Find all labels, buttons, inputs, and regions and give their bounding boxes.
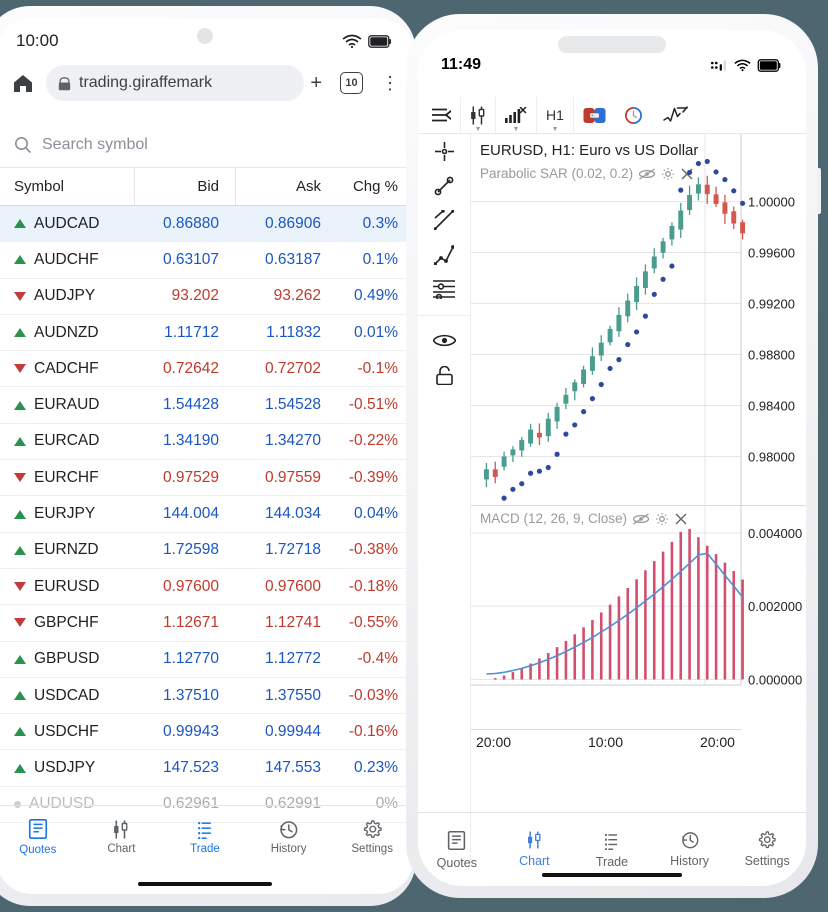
svg-text:0.98400: 0.98400 (748, 399, 795, 414)
svg-text:0.98000: 0.98000 (748, 450, 795, 465)
svg-text:0.004000: 0.004000 (748, 526, 802, 541)
svg-text:0.99200: 0.99200 (748, 297, 795, 312)
svg-text:1.00000: 1.00000 (748, 195, 795, 210)
svg-text:0.98800: 0.98800 (748, 348, 795, 363)
svg-text:0.99600: 0.99600 (748, 246, 795, 261)
svg-text:0.002000: 0.002000 (748, 599, 802, 614)
svg-text:0.000000: 0.000000 (748, 673, 802, 688)
